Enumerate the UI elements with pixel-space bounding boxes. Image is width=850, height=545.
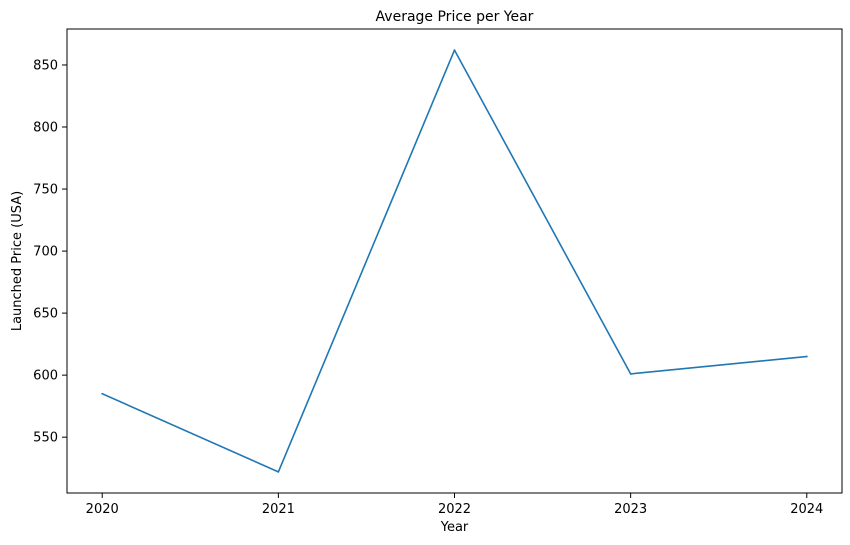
y-tick-label: 650 — [33, 307, 58, 322]
tick-marks — [62, 64, 808, 498]
series-layer — [101, 49, 808, 473]
x-tick-label: 2021 — [262, 502, 295, 517]
data-point — [453, 49, 456, 51]
y-tick-labels: 550 600 650 700 750 800 850 — [33, 58, 58, 445]
data-point — [805, 355, 808, 358]
y-tick-label: 850 — [33, 58, 58, 73]
x-axis-label: Year — [440, 520, 469, 535]
y-tick-label: 800 — [33, 121, 58, 136]
data-point — [629, 373, 632, 375]
x-tick-label: 2024 — [790, 502, 823, 517]
plot-frame — [66, 28, 843, 494]
x-tick-labels: 2020 2021 2022 2023 2024 — [86, 502, 824, 517]
y-tick-label: 700 — [33, 245, 58, 260]
data-point — [277, 471, 280, 473]
y-tick-label: 750 — [33, 183, 58, 198]
x-tick-label: 2020 — [86, 502, 119, 517]
data-point — [101, 392, 104, 395]
x-tick-label: 2023 — [614, 502, 647, 517]
y-axis-label: Launched Price (USA) — [10, 191, 25, 331]
plot-background — [67, 29, 842, 493]
y-tick-label: 550 — [33, 431, 58, 446]
x-tick-label: 2022 — [438, 502, 471, 517]
y-tick-label: 600 — [33, 369, 58, 384]
chart-title: Average Price per Year — [376, 9, 534, 25]
